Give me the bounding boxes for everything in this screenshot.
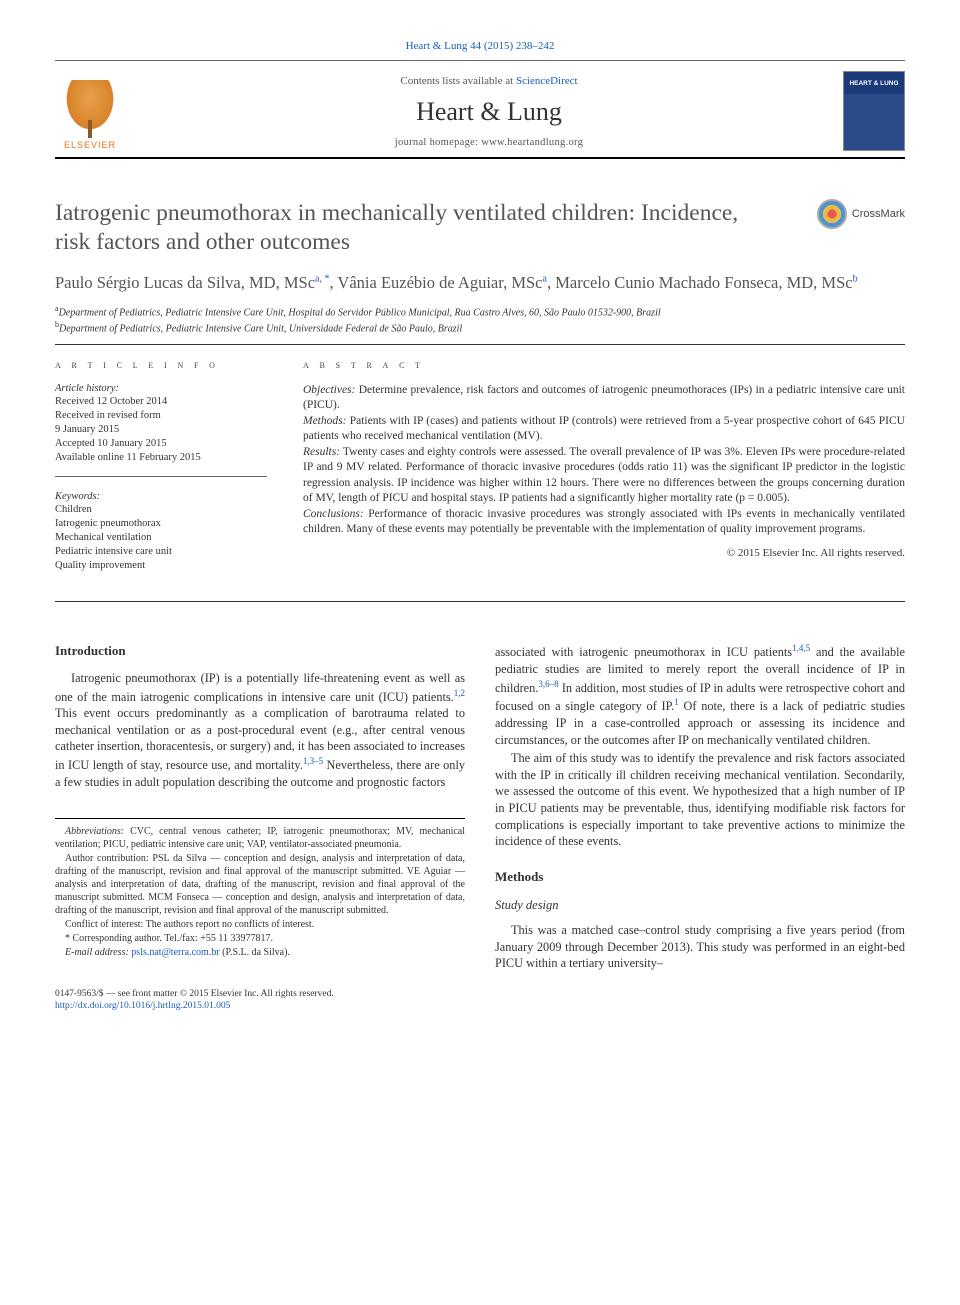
- author-3: , Marcelo Cunio Machado Fonseca, MD, MSc: [547, 273, 853, 292]
- elsevier-tree-icon: [63, 80, 117, 134]
- authors-line: Paulo Sérgio Lucas da Silva, MD, MSca, *…: [55, 272, 905, 294]
- ref-link[interactable]: 1,4,5: [792, 643, 810, 653]
- intro-paragraph-2: associated with iatrogenic pneumothorax …: [495, 642, 905, 748]
- fn-email: E-mail address: psls.nat@terra.com.br (P…: [55, 946, 465, 959]
- contents-prefix: Contents lists available at: [400, 75, 515, 87]
- fn-corresponding: * Corresponding author. Tel./fax: +55 11…: [55, 932, 465, 945]
- affiliation-a: aDepartment of Pediatrics, Pediatric Int…: [55, 304, 905, 320]
- crossmark-icon: [817, 199, 847, 229]
- author-1-sup: a, *: [315, 273, 329, 284]
- article-title: Iatrogenic pneumothorax in mechanically …: [55, 199, 817, 258]
- crossmark-label: CrossMark: [852, 208, 905, 220]
- fn-conflict: Conflict of interest: The authors report…: [55, 918, 465, 931]
- homepage-prefix: journal homepage:: [395, 137, 481, 148]
- abs-meth-text: Patients with IP (cases) and patients wi…: [303, 415, 905, 443]
- page-root: Heart & Lung 44 (2015) 238–242 ELSEVIER …: [0, 0, 960, 1043]
- footnotes-block: Abbreviations: CVC, central venous cathe…: [55, 818, 465, 959]
- abs-con-label: Conclusions:: [303, 508, 364, 520]
- article-info-column: a r t i c l e i n f o Article history: R…: [55, 359, 267, 588]
- journal-cover-thumbnail: HEART & LUNG: [843, 71, 905, 151]
- abs-res-label: Results:: [303, 446, 340, 458]
- publisher-name: ELSEVIER: [64, 140, 116, 150]
- page-footer: 0147-9563/$ — see front matter © 2015 El…: [55, 988, 905, 1013]
- abstract-copyright: © 2015 Elsevier Inc. All rights reserved…: [303, 546, 905, 561]
- article-history-block: Article history: Received 12 October 201…: [55, 383, 267, 477]
- history-line: Available online 11 February 2015: [55, 451, 267, 465]
- publisher-logo: ELSEVIER: [55, 72, 125, 150]
- header-center: Contents lists available at ScienceDirec…: [135, 75, 843, 148]
- body-columns: Introduction Iatrogenic pneumothorax (IP…: [55, 642, 905, 974]
- methods-heading: Methods: [495, 868, 905, 886]
- keyword: Quality improvement: [55, 559, 267, 573]
- fn-abbreviations: Abbreviations: CVC, central venous cathe…: [55, 825, 465, 851]
- abstract-column: a b s t r a c t Objectives: Determine pr…: [303, 359, 905, 588]
- affiliations: aDepartment of Pediatrics, Pediatric Int…: [55, 304, 905, 345]
- abs-res-text: Twenty cases and eighty controls were as…: [303, 446, 905, 505]
- citation-line: Heart & Lung 44 (2015) 238–242: [55, 40, 905, 52]
- text-run: associated with iatrogenic pneumothorax …: [495, 645, 792, 659]
- aff-a-text: Department of Pediatrics, Pediatric Inte…: [59, 307, 661, 318]
- fn-author-contribution: Author contribution: PSL da Silva — conc…: [55, 852, 465, 917]
- history-line: 9 January 2015: [55, 423, 267, 437]
- keyword: Pediatric intensive care unit: [55, 545, 267, 559]
- abstract-methods: Methods: Patients with IP (cases) and pa…: [303, 414, 905, 445]
- abs-obj-text: Determine prevalence, risk factors and o…: [303, 384, 905, 412]
- abs-con-text: Performance of thoracic invasive procedu…: [303, 508, 905, 536]
- keywords-block: Keywords: Children Iatrogenic pneumothor…: [55, 491, 267, 574]
- sciencedirect-link[interactable]: ScienceDirect: [516, 75, 578, 87]
- keywords-label: Keywords:: [55, 491, 267, 502]
- abstract-body: Objectives: Determine prevalence, risk f…: [303, 383, 905, 561]
- fn-email-tail: (P.S.L. da Silva).: [220, 947, 290, 958]
- crossmark-badge[interactable]: CrossMark: [817, 199, 905, 229]
- footer-copyright-line: 0147-9563/$ — see front matter © 2015 El…: [55, 988, 905, 1000]
- abs-obj-label: Objectives:: [303, 384, 355, 396]
- keyword: Children: [55, 503, 267, 517]
- homepage-url[interactable]: www.heartandlung.org: [481, 137, 583, 148]
- abstract-heading: a b s t r a c t: [303, 359, 905, 371]
- intro-paragraph-3: The aim of this study was to identify th…: [495, 750, 905, 850]
- journal-name: Heart & Lung: [135, 97, 843, 127]
- author-3-sup: b: [853, 273, 858, 284]
- history-lines: Received 12 October 2014 Received in rev…: [55, 395, 267, 466]
- abstract-results: Results: Twenty cases and eighty control…: [303, 445, 905, 507]
- keyword: Mechanical ventilation: [55, 531, 267, 545]
- keywords-lines: Children Iatrogenic pneumothorax Mechani…: [55, 503, 267, 574]
- author-1: Paulo Sérgio Lucas da Silva, MD, MSc: [55, 273, 315, 292]
- history-line: Received 12 October 2014: [55, 395, 267, 409]
- keyword: Iatrogenic pneumothorax: [55, 517, 267, 531]
- cover-label: HEART & LUNG: [844, 80, 904, 87]
- column-left: Introduction Iatrogenic pneumothorax (IP…: [55, 642, 465, 974]
- study-design-heading: Study design: [495, 897, 905, 914]
- email-link[interactable]: psls.nat@terra.com.br: [131, 947, 219, 958]
- contents-available-line: Contents lists available at ScienceDirec…: [135, 75, 843, 87]
- abstract-objectives: Objectives: Determine prevalence, risk f…: [303, 383, 905, 414]
- affiliation-b: bDepartment of Pediatrics, Pediatric Int…: [55, 320, 905, 336]
- intro-paragraph-1: Iatrogenic pneumothorax (IP) is a potent…: [55, 670, 465, 790]
- fn-abbr-label: Abbreviations:: [65, 826, 124, 837]
- history-line: Received in revised form: [55, 409, 267, 423]
- methods-paragraph-1: This was a matched case–control study co…: [495, 922, 905, 972]
- abs-meth-label: Methods:: [303, 415, 346, 427]
- history-line: Accepted 10 January 2015: [55, 437, 267, 451]
- abstract-conclusions: Conclusions: Performance of thoracic inv…: [303, 507, 905, 538]
- author-2: , Vânia Euzébio de Aguiar, MSc: [329, 273, 542, 292]
- column-right: associated with iatrogenic pneumothorax …: [495, 642, 905, 974]
- text-run: Iatrogenic pneumothorax (IP) is a potent…: [55, 671, 465, 704]
- history-label: Article history:: [55, 383, 267, 394]
- fn-email-label: E-mail address:: [65, 947, 131, 958]
- meta-row: a r t i c l e i n f o Article history: R…: [55, 359, 905, 603]
- article-info-heading: a r t i c l e i n f o: [55, 359, 267, 371]
- ref-link[interactable]: 1,2: [454, 688, 465, 698]
- homepage-line: journal homepage: www.heartandlung.org: [135, 137, 843, 148]
- doi-link[interactable]: http://dx.doi.org/10.1016/j.hrtlng.2015.…: [55, 1001, 230, 1011]
- ref-link[interactable]: 3,6–8: [538, 679, 558, 689]
- aff-b-text: Department of Pediatrics, Pediatric Inte…: [59, 323, 462, 334]
- ref-link[interactable]: 1,3–5: [303, 756, 323, 766]
- intro-heading: Introduction: [55, 642, 465, 660]
- title-block: Iatrogenic pneumothorax in mechanically …: [55, 199, 905, 258]
- journal-header: ELSEVIER Contents lists available at Sci…: [55, 60, 905, 159]
